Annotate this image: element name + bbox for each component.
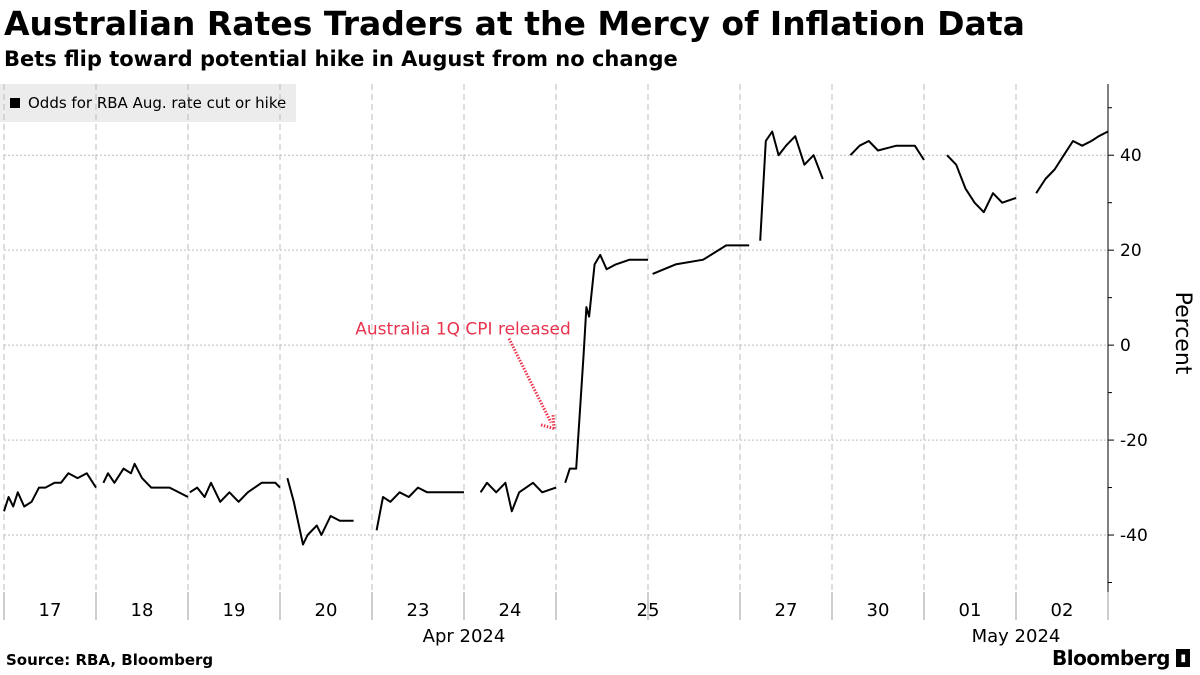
x-tick-label: 23 xyxy=(407,600,430,621)
bloomberg-mark-icon: ▮ xyxy=(1176,649,1190,667)
x-tick-label: 19 xyxy=(223,600,246,621)
series-line-segment xyxy=(102,462,189,498)
brand-name: Bloomberg xyxy=(1052,646,1170,670)
x-tick-label: 17 xyxy=(39,600,62,621)
brand-logo: Bloomberg ▮ xyxy=(1052,646,1190,670)
y-tick-label: -40 xyxy=(1120,526,1148,546)
series-line-segment xyxy=(564,253,648,484)
series-line-segment xyxy=(479,481,557,513)
x-tick-label: 02 xyxy=(1051,600,1074,621)
source-note: Source: RBA, Bloomberg xyxy=(6,651,214,669)
x-month-label: Apr 2024 xyxy=(423,626,506,647)
legend-swatch xyxy=(10,98,20,108)
x-tick-label: 25 xyxy=(637,600,660,621)
annotation-arrow-head xyxy=(539,414,556,431)
series-line-segment xyxy=(759,130,824,241)
annotation-layer: Australia 1Q CPI released xyxy=(355,320,571,431)
x-tick-label: 01 xyxy=(959,600,982,621)
series-line-segment xyxy=(946,154,1017,214)
series-line-segment xyxy=(189,481,281,503)
x-tick-label: 30 xyxy=(867,600,890,621)
x-month-label: May 2024 xyxy=(972,626,1061,647)
y-axis-title: Percent xyxy=(1170,292,1195,375)
y-tick-label: 0 xyxy=(1120,336,1131,356)
series-line-segment xyxy=(3,472,97,512)
page-title: Australian Rates Traders at the Mercy of… xyxy=(4,4,1025,43)
series-line-segment xyxy=(1035,130,1109,194)
y-tick-label: -20 xyxy=(1120,431,1148,451)
chart-legend: Odds for RBA Aug. rate cut or hike xyxy=(0,84,297,122)
x-tick-label: 18 xyxy=(131,600,154,621)
page-subtitle: Bets flip toward potential hike in Augus… xyxy=(4,47,678,71)
series-line-segment xyxy=(286,477,354,546)
series-layer xyxy=(3,130,1109,546)
y-tick-label: 40 xyxy=(1120,146,1142,166)
x-tick-label: 27 xyxy=(775,600,798,621)
legend-label: Odds for RBA Aug. rate cut or hike xyxy=(28,94,287,112)
annotation-label: Australia 1Q CPI released xyxy=(355,320,571,340)
axis-layer: 40 20 0 -20 -40 17 18 19 20 23 24 25 27 30 01 02 Apr 202… xyxy=(3,84,1195,647)
series-line-segment xyxy=(375,486,464,531)
y-tick-label: 20 xyxy=(1120,241,1142,261)
x-tick-label: 24 xyxy=(499,600,522,621)
series-line-segment xyxy=(652,244,750,275)
x-tick-label: 20 xyxy=(315,600,338,621)
annotation-arrow-shaft xyxy=(507,337,553,424)
series-line-segment xyxy=(849,140,925,161)
